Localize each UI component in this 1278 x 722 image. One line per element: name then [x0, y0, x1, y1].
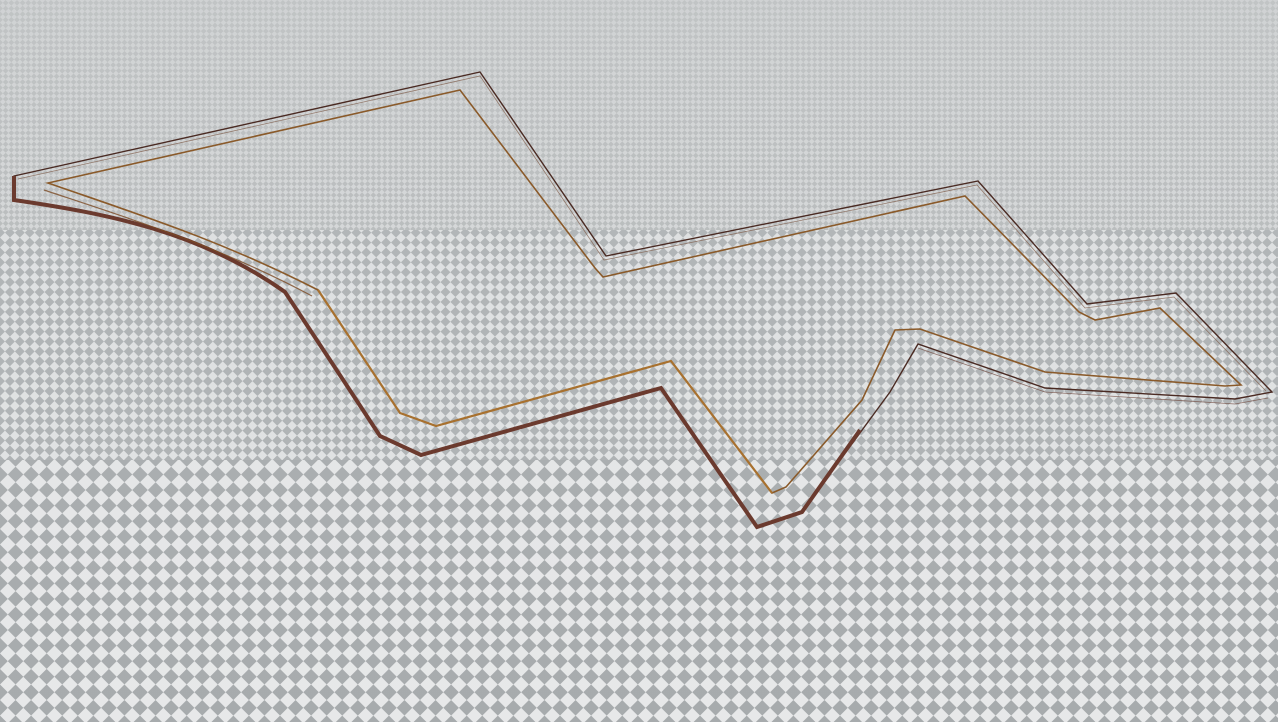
outer-wall-front-face — [12, 176, 862, 530]
right-wing-lower-edge — [917, 347, 1269, 405]
inner-wall-front-face — [317, 289, 773, 494]
inner-wall-shadow-line — [43, 189, 313, 297]
track-inner-wall — [43, 89, 1243, 494]
outer-wall-top-inner-edge — [17, 75, 1267, 392]
inner-wall-edge — [45, 89, 1243, 494]
wall-thickness-details — [17, 75, 1269, 405]
track-outer-wall — [12, 71, 1274, 530]
